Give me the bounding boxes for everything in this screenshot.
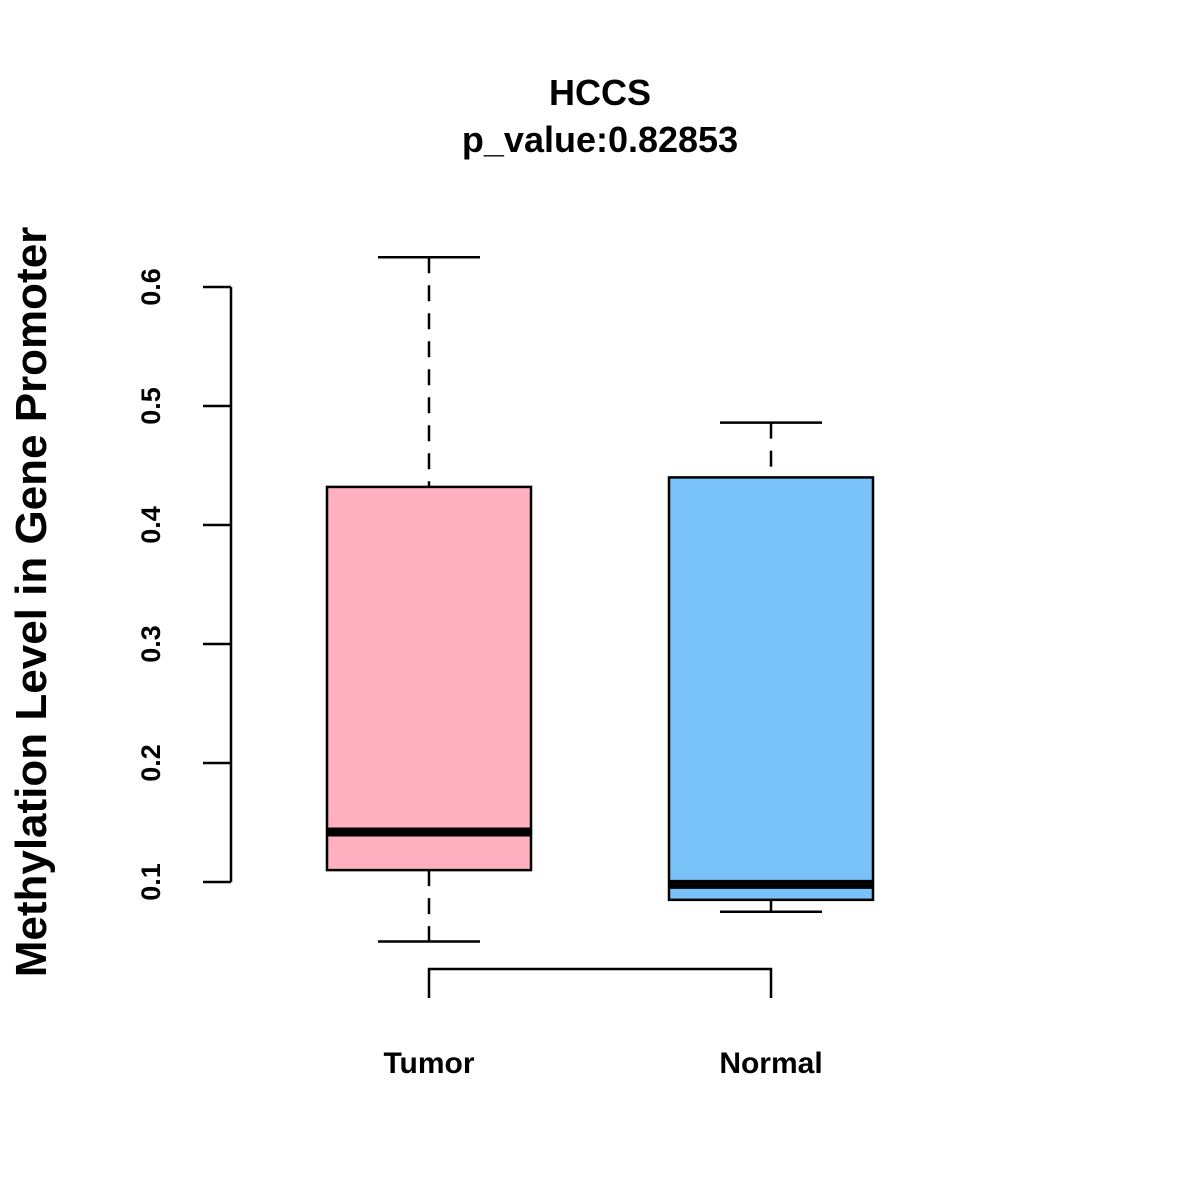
chart-title: HCCS: [549, 72, 651, 113]
box-iqr: [325, 485, 533, 872]
y-tick-label-4: 0.5: [136, 387, 166, 425]
box-normal: [667, 421, 875, 913]
x-axis-labels: Tumor Normal: [383, 1047, 822, 1080]
bracket-path: [427, 967, 773, 998]
chart-subtitle: p_value:0.82853: [462, 119, 738, 160]
box-tumor: [325, 256, 533, 943]
x-label-normal: Normal: [719, 1047, 822, 1080]
box-iqr: [667, 476, 875, 902]
y-tick-label-5: 0.6: [136, 268, 166, 306]
boxes-layer: [325, 256, 875, 943]
y-tick-label-1: 0.2: [136, 744, 166, 782]
comparison-bracket: [427, 967, 773, 998]
y-axis-label: Methylation Level in Gene Promoter: [7, 227, 56, 978]
y-axis: 0.1 0.2 0.3 0.4 0.5 0.6: [136, 268, 233, 901]
y-tick-label-2: 0.3: [136, 625, 166, 663]
x-label-tumor: Tumor: [383, 1047, 474, 1080]
y-tick-label-3: 0.4: [136, 506, 166, 544]
y-tick-label-0: 0.1: [136, 863, 166, 901]
